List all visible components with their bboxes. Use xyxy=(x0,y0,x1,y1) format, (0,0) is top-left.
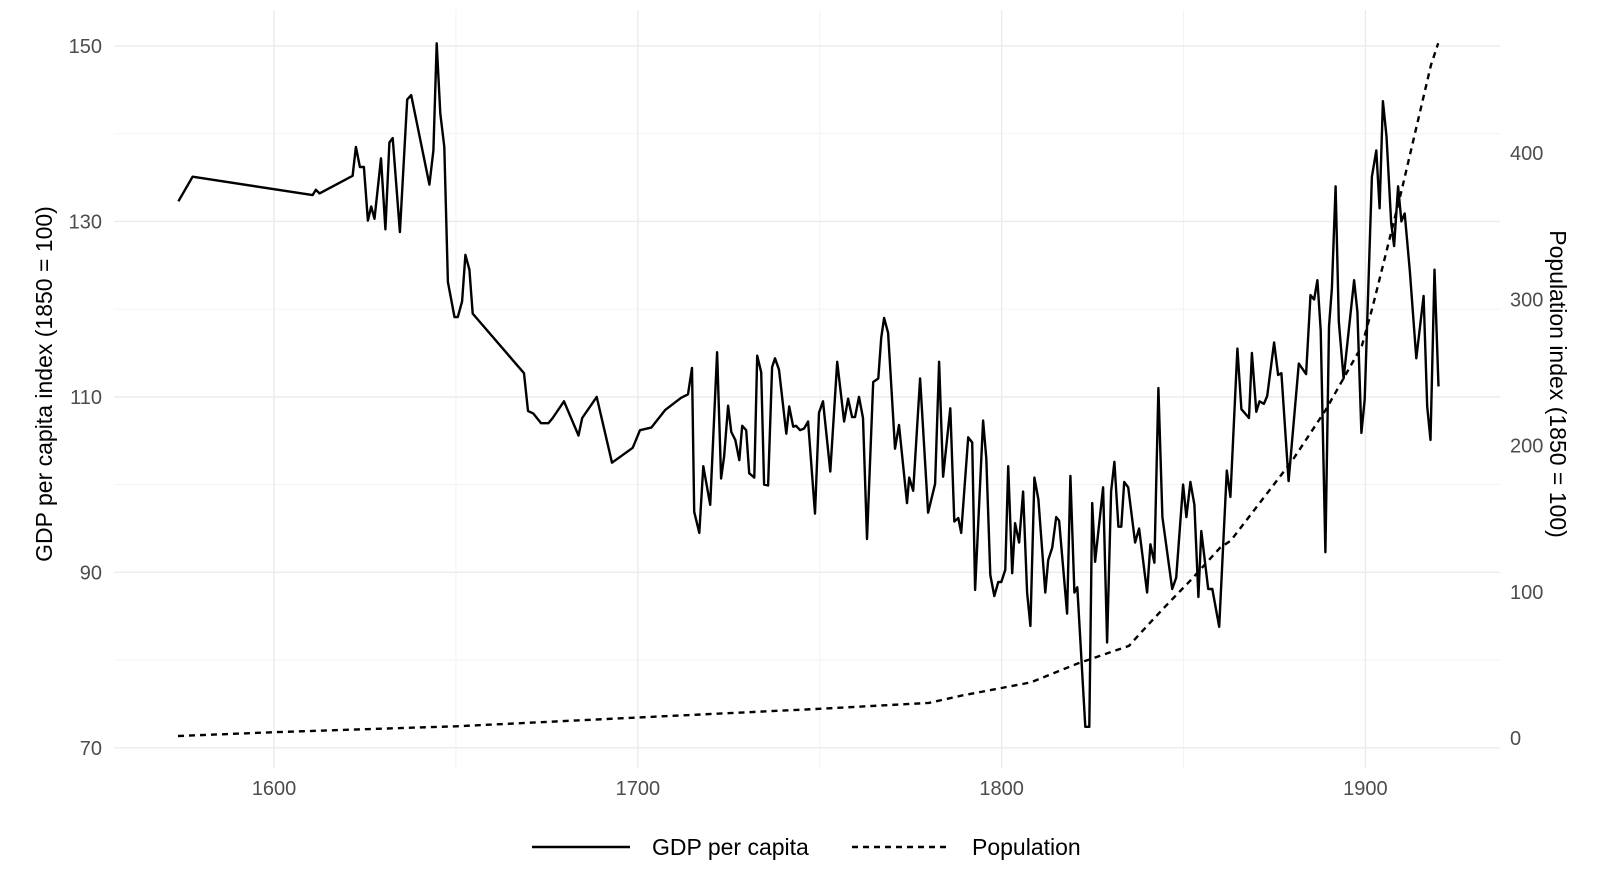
x-tick-label: 1600 xyxy=(252,778,297,800)
y2-tick-label: 300 xyxy=(1510,289,1543,311)
x-axis: 1600 1700 1800 1900 xyxy=(252,778,1388,800)
legend-label-gdp: GDP per capita xyxy=(652,834,809,860)
y-tick-label: 150 xyxy=(69,36,102,58)
y2-tick-label: 0 xyxy=(1510,728,1521,750)
series-layer xyxy=(177,42,1440,738)
gdp-per-capita-line xyxy=(177,42,1440,728)
x-tick-label: 1900 xyxy=(1343,778,1388,800)
population-line xyxy=(177,42,1440,738)
y-tick-label: 70 xyxy=(80,738,102,760)
legend-label-population: Population xyxy=(972,834,1081,860)
y2-tick-label: 200 xyxy=(1510,436,1543,458)
y2-tick-label: 400 xyxy=(1510,143,1543,165)
legend: GDP per capita Population xyxy=(532,834,1081,860)
y-tick-label: 130 xyxy=(69,211,102,233)
y-axis-left: 70 90 110 130 150 xyxy=(69,36,102,760)
x-tick-label: 1800 xyxy=(979,778,1024,800)
y-tick-label: 90 xyxy=(80,562,102,584)
y2-tick-label: 100 xyxy=(1510,582,1543,604)
y2-axis-title: Population index (1850 = 100) xyxy=(1545,230,1571,538)
y-axis-right: 0 100 200 300 400 xyxy=(1510,143,1543,750)
grid xyxy=(114,10,1500,768)
y-tick-label: 110 xyxy=(70,387,102,409)
x-tick-label: 1700 xyxy=(616,778,661,800)
y-axis-title: GDP per capita index (1850 = 100) xyxy=(31,206,57,562)
